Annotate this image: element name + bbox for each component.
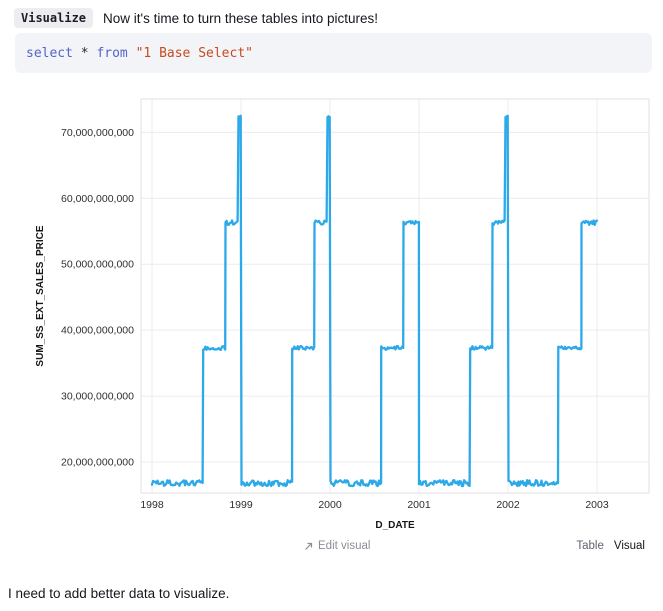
tab-visual[interactable]: Visual [613, 540, 645, 552]
y-tick-label: 50,000,000,000 [61, 259, 134, 271]
y-tick-label: 60,000,000,000 [61, 193, 134, 205]
sql-space [89, 46, 97, 61]
series-line [150, 114, 599, 488]
note-text: I need to add better data to visualize. [8, 586, 230, 601]
x-tick-label: 2000 [318, 499, 342, 511]
x-axis-title: D_DATE [375, 520, 415, 531]
y-tick-label: 40,000,000,000 [61, 325, 134, 337]
tab-table[interactable]: Table [576, 540, 604, 552]
cell-header: Visualize Now it's time to turn these ta… [14, 8, 378, 28]
view-toggle: Table Visual [576, 540, 645, 552]
sql-keyword-select: select [26, 45, 73, 61]
sql-operator-star: * [80, 45, 89, 61]
sql-code-block[interactable]: select * from "1 Base Select" [15, 33, 652, 73]
x-tick-label: 1998 [140, 499, 164, 511]
plot-border [140, 98, 650, 494]
chart-area: 1998 1999 2000 2001 2002 2003 20,000,000,000 30… [0, 88, 663, 533]
expand-arrow-icon [305, 542, 313, 550]
x-tick-label: 2003 [585, 499, 609, 511]
sql-operator-star [73, 46, 81, 61]
x-tick-label: 1999 [229, 499, 253, 511]
edit-visual-button[interactable]: Edit visual [303, 540, 370, 552]
sql-keyword-from: from [96, 45, 128, 61]
x-tick-label: 2002 [496, 499, 520, 511]
x-tick-label: 2001 [407, 499, 431, 511]
edit-visual-label: Edit visual [318, 540, 371, 552]
sql-space [128, 46, 136, 61]
y-tick-label: 70,000,000,000 [61, 127, 134, 139]
y-tick-label: 20,000,000,000 [61, 457, 134, 469]
y-axis-title: SUM_SS_EXT_SALES_PRICE [35, 225, 46, 366]
sql-string-table-name: "1 Base Select" [135, 45, 253, 61]
sales-line-chart: 1998 1999 2000 2001 2002 2003 20,000,000,000 30… [35, 98, 650, 531]
visualize-badge: Visualize [14, 8, 94, 28]
header-text: Now it's time to turn these tables into … [103, 10, 378, 26]
y-tick-label: 30,000,000,000 [61, 391, 134, 403]
